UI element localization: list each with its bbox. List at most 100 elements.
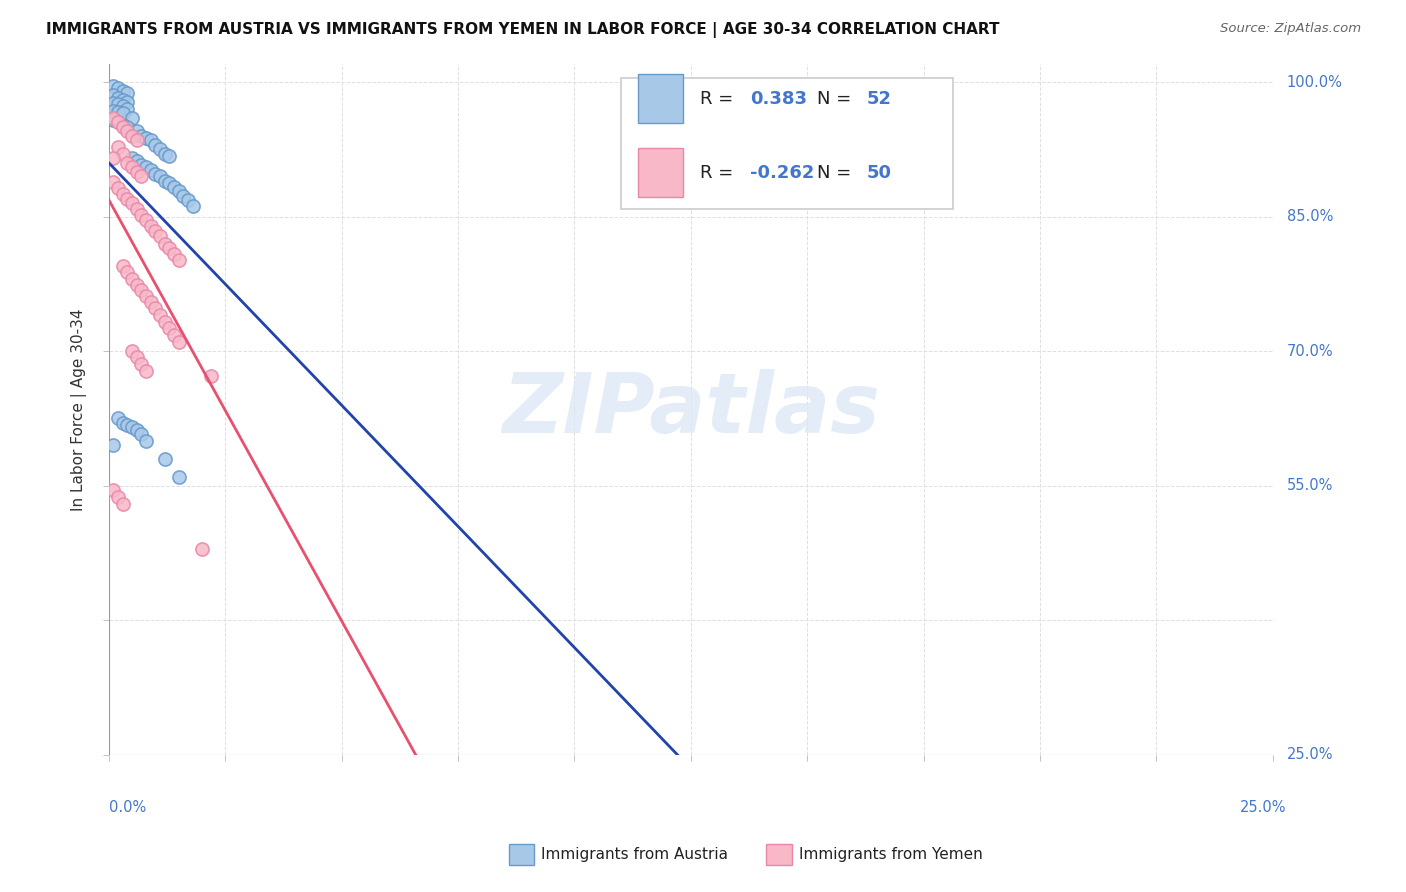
- Point: [103, 95, 125, 110]
- Point: [125, 277, 148, 292]
- Text: 100.0%: 100.0%: [1286, 75, 1343, 89]
- Point: [153, 314, 176, 328]
- Point: [149, 229, 172, 244]
- Point: [131, 157, 153, 171]
- Point: [131, 169, 153, 184]
- Point: [143, 167, 166, 181]
- Point: [103, 79, 125, 94]
- Point: [111, 106, 134, 120]
- Point: [125, 153, 148, 168]
- Point: [153, 174, 176, 188]
- Point: [111, 416, 134, 430]
- Point: [121, 272, 143, 286]
- Point: [121, 111, 143, 125]
- Text: 55.0%: 55.0%: [1286, 478, 1333, 493]
- Text: 25.0%: 25.0%: [1286, 747, 1333, 763]
- Point: [117, 192, 139, 206]
- Point: [107, 139, 129, 153]
- Point: [167, 470, 190, 484]
- Point: [107, 81, 129, 95]
- Point: [149, 169, 172, 184]
- Point: [135, 130, 157, 145]
- Point: [111, 259, 134, 273]
- Point: [111, 187, 134, 202]
- Point: [163, 247, 186, 261]
- Point: [177, 194, 200, 208]
- Text: -0.262: -0.262: [751, 163, 814, 182]
- Point: [103, 151, 125, 165]
- Text: ZIPatlas: ZIPatlas: [502, 369, 880, 450]
- Text: N =: N =: [817, 89, 856, 108]
- Point: [117, 124, 139, 138]
- Point: [107, 91, 129, 105]
- Point: [143, 301, 166, 315]
- Point: [135, 288, 157, 302]
- Text: 70.0%: 70.0%: [1286, 343, 1333, 359]
- Text: 85.0%: 85.0%: [1286, 209, 1333, 224]
- Point: [157, 148, 180, 162]
- Text: 0.383: 0.383: [751, 89, 807, 108]
- Text: 52: 52: [866, 89, 891, 108]
- Point: [135, 364, 157, 378]
- Point: [117, 417, 139, 432]
- Point: [131, 208, 153, 222]
- Point: [103, 103, 125, 118]
- Point: [157, 321, 180, 335]
- Point: [125, 351, 148, 365]
- Point: [139, 133, 162, 147]
- Point: [117, 86, 139, 100]
- Point: [135, 434, 157, 448]
- Point: [103, 88, 125, 103]
- Bar: [638, 74, 683, 123]
- Point: [111, 118, 134, 132]
- Point: [117, 102, 139, 116]
- Point: [131, 357, 153, 371]
- Point: [131, 128, 153, 143]
- Point: [111, 497, 134, 511]
- Point: [125, 202, 148, 217]
- Point: [135, 213, 157, 227]
- Point: [107, 104, 129, 119]
- Point: [107, 97, 129, 112]
- Point: [153, 451, 176, 466]
- Point: [167, 185, 190, 199]
- Text: N =: N =: [817, 163, 856, 182]
- Point: [111, 99, 134, 113]
- Text: R =: R =: [700, 89, 740, 108]
- Text: 0.0%: 0.0%: [108, 800, 146, 814]
- Point: [111, 93, 134, 107]
- FancyBboxPatch shape: [621, 78, 953, 209]
- Bar: [638, 148, 683, 197]
- Point: [107, 411, 129, 425]
- Point: [139, 163, 162, 178]
- Point: [131, 283, 153, 297]
- Point: [111, 146, 134, 161]
- Point: [149, 142, 172, 156]
- Point: [163, 328, 186, 343]
- Point: [103, 176, 125, 190]
- Point: [117, 95, 139, 109]
- Point: [121, 128, 143, 143]
- Point: [103, 438, 125, 452]
- Text: Immigrants from Yemen: Immigrants from Yemen: [799, 847, 983, 862]
- Point: [172, 189, 194, 203]
- Point: [139, 219, 162, 233]
- Point: [131, 426, 153, 441]
- Y-axis label: In Labor Force | Age 30-34: In Labor Force | Age 30-34: [72, 309, 87, 511]
- Point: [121, 151, 143, 165]
- Point: [117, 265, 139, 279]
- Point: [117, 120, 139, 134]
- Text: IMMIGRANTS FROM AUSTRIA VS IMMIGRANTS FROM YEMEN IN LABOR FORCE | AGE 30-34 CORR: IMMIGRANTS FROM AUSTRIA VS IMMIGRANTS FR…: [46, 22, 1000, 38]
- Point: [163, 180, 186, 194]
- Point: [107, 490, 129, 504]
- Text: 50: 50: [866, 163, 891, 182]
- Point: [111, 84, 134, 98]
- Point: [103, 483, 125, 498]
- Point: [107, 115, 129, 129]
- Point: [149, 308, 172, 322]
- Text: Immigrants from Austria: Immigrants from Austria: [541, 847, 728, 862]
- Point: [167, 335, 190, 350]
- Text: 25.0%: 25.0%: [1240, 800, 1286, 814]
- Point: [125, 423, 148, 437]
- Point: [191, 541, 214, 556]
